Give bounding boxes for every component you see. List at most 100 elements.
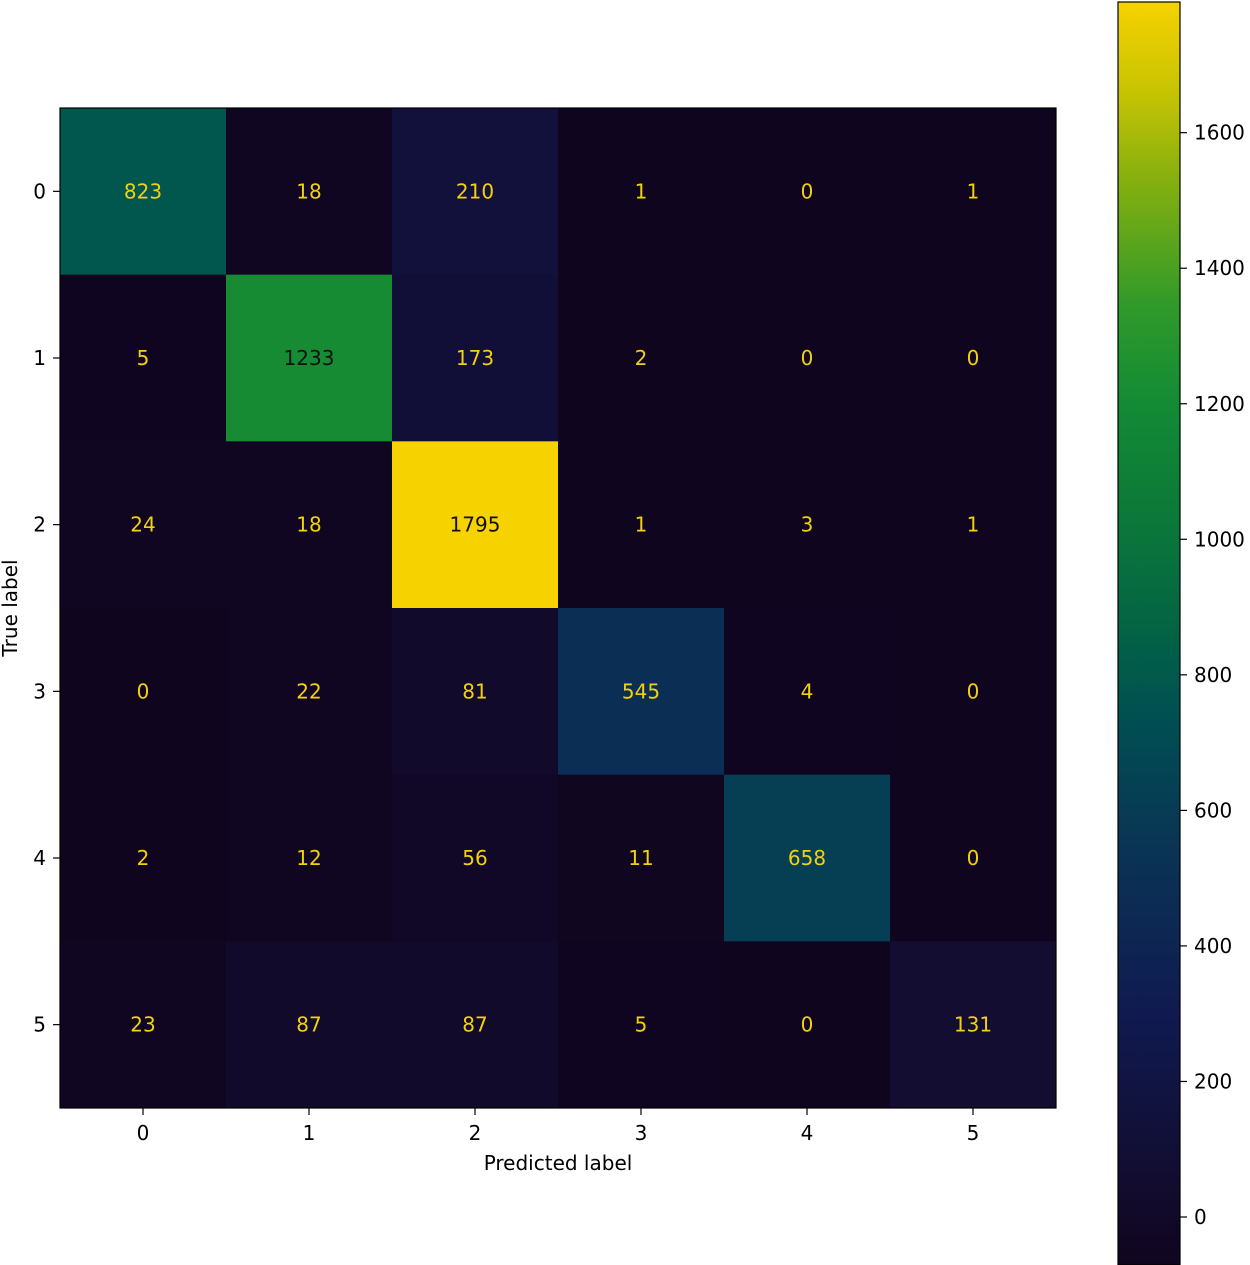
heatmap-cell — [724, 774, 891, 942]
heatmap-cell — [226, 108, 393, 276]
cell-value-label: 12 — [296, 846, 321, 870]
cell-value-label: 1 — [635, 179, 648, 203]
heatmap-cell — [890, 941, 1057, 1109]
heatmap-cell — [60, 274, 227, 442]
y-axis: 0 1 2 3 4 5 — [33, 179, 60, 1037]
cell-value-label: 87 — [296, 1013, 321, 1037]
heatmap-cell — [60, 774, 227, 942]
heatmap-cell — [392, 441, 559, 609]
cell-value-label: 823 — [124, 179, 162, 203]
heatmap-cell — [558, 941, 725, 1109]
cell-value-label: 0 — [801, 1013, 814, 1037]
cell-value-label: 4 — [801, 679, 814, 703]
colorbar-tick-label: 1400 — [1194, 256, 1245, 280]
heatmap-cell — [558, 441, 725, 609]
cell-value-labels: 823 18 210 1 0 15 1233 173 2 0 024 18 1795 1 3 10 22 81 54… — [124, 179, 992, 1036]
heatmap-cell — [890, 608, 1057, 776]
x-tick-label: 3 — [635, 1121, 648, 1145]
cell-value-label: 24 — [130, 513, 155, 537]
cell-value-label: 210 — [456, 179, 494, 203]
x-axis-label: Predicted label — [484, 1151, 633, 1175]
y-tick-label: 4 — [33, 846, 46, 870]
cell-value-label: 1 — [635, 513, 648, 537]
heatmap-cell — [392, 108, 559, 276]
colorbar-tick-label: 1000 — [1194, 527, 1245, 551]
cell-value-label: 1 — [967, 513, 980, 537]
cell-value-label: 173 — [456, 346, 494, 370]
colorbar: 0 200 400 600 800 1000 1200 1400 1600 — [1117, 1, 1245, 1265]
heatmap-cells — [60, 108, 1057, 1109]
x-tick-label: 4 — [801, 1121, 814, 1145]
cell-value-label: 5 — [137, 346, 150, 370]
heatmap-cell — [558, 774, 725, 942]
heatmap-cell — [558, 108, 725, 276]
colorbar-tick-label: 0 — [1194, 1205, 1207, 1229]
cell-value-label: 23 — [130, 1013, 155, 1037]
heatmap-cell — [724, 441, 891, 609]
cell-value-label: 18 — [296, 513, 321, 537]
x-axis: 0 1 2 3 4 5 — [137, 1108, 980, 1145]
cell-value-label: 2 — [635, 346, 648, 370]
plot-frame — [59, 107, 1057, 1109]
y-tick-label: 1 — [33, 346, 46, 370]
heatmap-cell — [890, 274, 1057, 442]
x-tick-label: 0 — [137, 1121, 150, 1145]
heatmap-cell — [226, 274, 393, 442]
heatmap-cell — [60, 441, 227, 609]
cell-value-label: 18 — [296, 179, 321, 203]
cell-value-label: 87 — [462, 1013, 487, 1037]
colorbar-tick-label: 400 — [1194, 934, 1232, 958]
cell-value-label: 0 — [801, 346, 814, 370]
heatmap-cell — [724, 941, 891, 1109]
x-tick-label: 5 — [967, 1121, 980, 1145]
heatmap-cell — [724, 608, 891, 776]
heatmap-cell — [226, 608, 393, 776]
colorbar-tick-label: 1200 — [1194, 392, 1245, 416]
heatmap-cell — [558, 608, 725, 776]
cell-value-label: 11 — [628, 846, 653, 870]
colorbar-tick-label: 600 — [1194, 798, 1232, 822]
cell-value-label: 1795 — [450, 513, 501, 537]
heatmap-cell — [392, 774, 559, 942]
y-tick-label: 3 — [33, 679, 46, 703]
heatmap-cell — [60, 608, 227, 776]
heatmap-cell — [392, 274, 559, 442]
cell-value-label: 658 — [788, 846, 826, 870]
colorbar-frame — [1117, 1, 1181, 1265]
heatmap-cell — [890, 108, 1057, 276]
cell-value-label: 0 — [967, 846, 980, 870]
cell-value-label: 545 — [622, 679, 660, 703]
colorbar-gradient — [1118, 2, 1180, 1265]
cell-value-label: 56 — [462, 846, 487, 870]
cell-value-label: 0 — [801, 179, 814, 203]
heatmap-cell — [226, 774, 393, 942]
x-tick-label: 2 — [469, 1121, 482, 1145]
cell-value-label: 0 — [967, 679, 980, 703]
cell-value-label: 0 — [967, 346, 980, 370]
heatmap-cell — [890, 441, 1057, 609]
heatmap-cell — [724, 108, 891, 276]
heatmap-cell — [226, 941, 393, 1109]
heatmap-cell — [60, 108, 227, 276]
y-tick-label: 2 — [33, 513, 46, 537]
x-tick-label: 1 — [303, 1121, 316, 1145]
colorbar-ticks: 0 200 400 600 800 1000 1200 1400 1600 — [1180, 121, 1245, 1229]
heatmap-cell — [724, 274, 891, 442]
cell-value-label: 2 — [137, 846, 150, 870]
y-tick-label: 5 — [33, 1013, 46, 1037]
cell-value-label: 5 — [635, 1013, 648, 1037]
heatmap-cell — [392, 608, 559, 776]
y-axis-label: True label — [0, 559, 22, 657]
colorbar-tick-label: 1600 — [1194, 121, 1245, 145]
heatmap-cell — [890, 774, 1057, 942]
cell-value-label: 81 — [462, 679, 487, 703]
y-tick-label: 0 — [33, 179, 46, 203]
heatmap-cell — [558, 274, 725, 442]
colorbar-tick-label: 200 — [1194, 1069, 1232, 1093]
heatmap-cell — [392, 941, 559, 1109]
heatmap-cell — [226, 441, 393, 609]
cell-value-label: 3 — [801, 513, 814, 537]
heatmap-cell — [60, 941, 227, 1109]
cell-value-label: 22 — [296, 679, 321, 703]
